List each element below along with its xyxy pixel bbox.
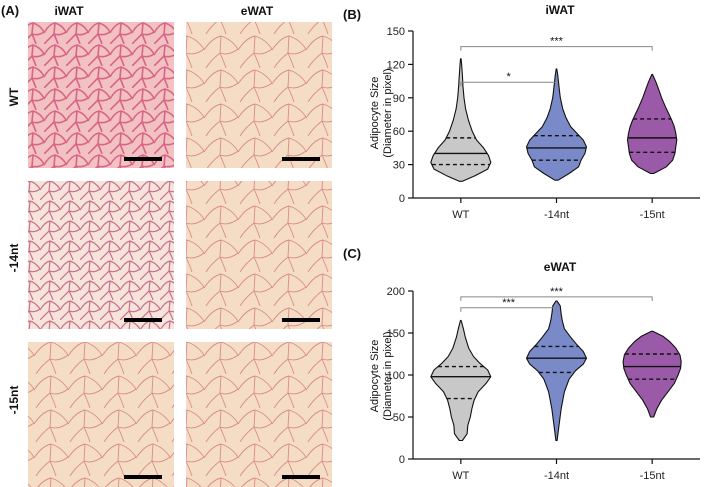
- panel-c-letter: (C): [343, 246, 361, 261]
- micrograph-iwat-wt-stain: [28, 22, 174, 168]
- micrograph-ewat-15nt: [186, 342, 332, 487]
- panel-b-letter: (B): [343, 7, 361, 22]
- violin--15nt: [622, 330, 682, 418]
- y-tick-label: 120: [387, 59, 405, 71]
- chart-c-ylabel: Adipocyte Size: [369, 340, 381, 413]
- micrograph-ewat-14nt: [186, 181, 332, 329]
- chart-c-ylabel-sub: (Diameter in pixel): [382, 331, 394, 420]
- significance-bracket: [460, 296, 653, 301]
- significance-label: ***: [502, 297, 516, 309]
- significance-bracket: [460, 81, 557, 87]
- y-tick-label: 150: [387, 26, 405, 38]
- micrograph-iwat-wt: [28, 22, 174, 168]
- chart-b-title: iWAT: [545, 3, 575, 17]
- panel-a-letter: (A): [1, 3, 19, 18]
- y-tick-label: 30: [393, 160, 405, 172]
- scale-bar: [124, 157, 162, 161]
- significance-bracket: [460, 307, 557, 312]
- micrograph-ewat-wt: [186, 22, 332, 168]
- y-tick-label: 90: [393, 93, 405, 105]
- y-tick-label: 0: [399, 454, 405, 466]
- x-tick-label: -14nt: [544, 470, 569, 482]
- chart-b-ylabel-sub: (Diameter in pixel): [382, 68, 394, 157]
- violin-WT: [430, 58, 492, 182]
- row-title-14nt: -14nt: [7, 244, 21, 273]
- scale-bar: [124, 475, 162, 479]
- row-title-15nt: -15nt: [7, 386, 21, 415]
- column-title-iwat: iWAT: [54, 4, 84, 18]
- violin--14nt: [525, 300, 588, 442]
- violin-plot-ewat: 0 50 100 150 200 WT -14nt -15nt *** ***: [387, 286, 700, 482]
- violin-WT: [430, 319, 492, 442]
- y-tick-label: 150: [387, 328, 405, 340]
- significance-bracket: [460, 46, 653, 51]
- y-tick-label: 50: [393, 412, 405, 424]
- scale-bar: [124, 318, 162, 322]
- y-tick-label: 0: [399, 193, 405, 205]
- y-tick-label: 60: [393, 126, 405, 138]
- x-tick-label: -14nt: [544, 209, 569, 221]
- x-tick-label: WT: [452, 470, 469, 482]
- x-tick-label: -15nt: [640, 209, 665, 221]
- scale-bar: [282, 318, 320, 322]
- scale-bar: [282, 475, 320, 479]
- significance-label: *: [507, 71, 512, 83]
- violin--15nt: [626, 73, 678, 175]
- row-title-wt: WT: [7, 87, 21, 106]
- micrograph-iwat-15nt: [28, 342, 174, 487]
- y-tick-label: 100: [387, 370, 405, 382]
- x-tick-label: WT: [452, 209, 469, 221]
- significance-label: ***: [550, 36, 564, 48]
- chart-b-ylabel: Adipocyte Size: [369, 77, 381, 150]
- significance-label: ***: [550, 286, 564, 298]
- x-tick-label: -15nt: [640, 470, 665, 482]
- violin--14nt: [525, 68, 588, 181]
- micrograph-iwat-14nt: [28, 181, 174, 329]
- column-title-ewat: eWAT: [241, 4, 274, 18]
- y-tick-label: 200: [387, 286, 405, 298]
- scale-bar: [282, 157, 320, 161]
- chart-c-title: eWAT: [544, 260, 577, 274]
